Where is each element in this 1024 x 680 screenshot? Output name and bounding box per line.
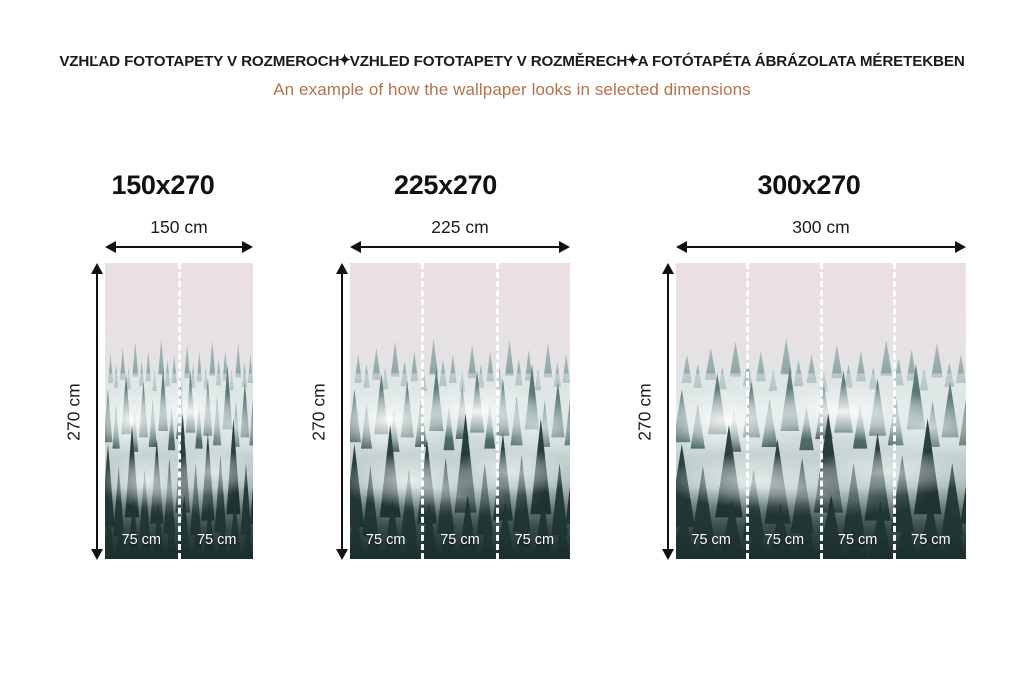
- width-arrow: [105, 240, 253, 254]
- strip-label: 75 cm: [197, 532, 237, 548]
- title-part-sk: VZHĽAD FOTOTAPETY V ROZMEROCH: [59, 53, 340, 70]
- strip-label: 75 cm: [365, 532, 406, 548]
- strip: 75 cm: [746, 263, 819, 559]
- strip-label: 75 cm: [440, 532, 480, 548]
- wallpaper-preview[interactable]: 75 cm 75 cm 75 cm: [350, 263, 570, 559]
- width-measure: 225 cm: [350, 216, 570, 254]
- arrow-line: [96, 270, 98, 553]
- height-measure: 270 cm: [303, 263, 349, 560]
- sparkle-icon: ✦: [626, 52, 639, 69]
- panel-300x270: 300x270 300 cm 270 cm 75 cm 75 cm: [629, 170, 989, 560]
- strip: 75 cm: [819, 263, 893, 559]
- width-measure: 300 cm: [676, 216, 966, 254]
- strip-overlay: 75 cm 75 cm 75 cm: [350, 263, 570, 559]
- strip-overlay: 75 cm 75 cm 75 cm 75 cm: [676, 263, 966, 559]
- page-subtitle: An example of how the wallpaper looks in…: [273, 80, 751, 99]
- arrow-head-down-icon: [336, 549, 348, 560]
- arrow-head-down-icon: [662, 549, 674, 560]
- width-arrow: [350, 240, 570, 254]
- title-part-cz: VZHLED FOTOTAPETY V ROZMĚRECH: [349, 53, 628, 70]
- arrow-head-up-icon: [91, 263, 103, 274]
- width-measure: 150 cm: [105, 216, 253, 254]
- width-arrow: [676, 240, 966, 254]
- width-label: 225 cm: [431, 217, 489, 237]
- height-arrow: [661, 263, 675, 560]
- wallpaper-preview[interactable]: 75 cm 75 cm 75 cm 75 cm: [676, 263, 966, 559]
- strip-label: 75 cm: [911, 532, 951, 548]
- panel-title: 150x270: [111, 170, 215, 200]
- strip-label: 75 cm: [691, 532, 731, 548]
- arrow-head-left-icon: [105, 241, 116, 253]
- arrow-line: [112, 246, 246, 248]
- strip: 75 cm: [495, 263, 570, 559]
- height-arrow: [90, 263, 104, 560]
- header: VZHĽAD FOTOTAPETY V ROZMEROCH✦VZHLED FOT…: [0, 52, 1024, 100]
- strip-label: 75 cm: [837, 532, 878, 548]
- arrow-head-right-icon: [559, 241, 570, 253]
- panel-150x270: 150x270 150 cm 270 cm 75 cm 75 cm: [58, 170, 268, 560]
- arrow-head-up-icon: [662, 263, 674, 274]
- strip: 75 cm: [105, 263, 178, 559]
- strip-label: 75 cm: [514, 532, 555, 548]
- arrow-head-left-icon: [676, 241, 687, 253]
- panel-title: 300x270: [757, 170, 861, 200]
- wallpaper-preview[interactable]: 75 cm 75 cm: [105, 263, 253, 559]
- strip: 75 cm: [892, 263, 966, 559]
- title-part-hu: A FOTÓTAPÉTA ÁBRÁZOLATA MÉRETEKBEN: [637, 53, 965, 70]
- arrow-head-down-icon: [91, 549, 103, 560]
- sparkle-icon: ✦: [338, 52, 351, 69]
- strip-overlay: 75 cm 75 cm: [105, 263, 253, 559]
- width-label: 300 cm: [792, 217, 850, 237]
- strip: 75 cm: [177, 263, 254, 559]
- height-label: 270 cm: [308, 382, 329, 441]
- width-label: 150 cm: [150, 217, 208, 237]
- height-arrow: [335, 263, 349, 560]
- strip: 75 cm: [676, 263, 746, 559]
- strip-label: 75 cm: [764, 532, 805, 548]
- strip-label: 75 cm: [121, 532, 162, 548]
- arrow-head-left-icon: [350, 241, 361, 253]
- arrow-line: [683, 246, 959, 248]
- strip: 75 cm: [350, 263, 421, 559]
- arrow-head-right-icon: [242, 241, 253, 253]
- arrow-line: [357, 246, 563, 248]
- panel-title: 225x270: [393, 170, 497, 200]
- arrow-head-up-icon: [336, 263, 348, 274]
- page-title: VZHĽAD FOTOTAPETY V ROZMEROCH✦VZHLED FOT…: [0, 52, 1024, 72]
- arrow-head-right-icon: [955, 241, 966, 253]
- height-label: 270 cm: [634, 382, 655, 441]
- height-measure: 270 cm: [58, 263, 104, 560]
- arrow-line: [667, 270, 669, 553]
- panel-225x270: 225x270 225 cm 270 cm 75 cm 75 cm: [303, 170, 588, 560]
- strip: 75 cm: [421, 263, 495, 559]
- arrow-line: [341, 270, 343, 553]
- height-measure: 270 cm: [629, 263, 675, 560]
- height-label: 270 cm: [63, 382, 84, 441]
